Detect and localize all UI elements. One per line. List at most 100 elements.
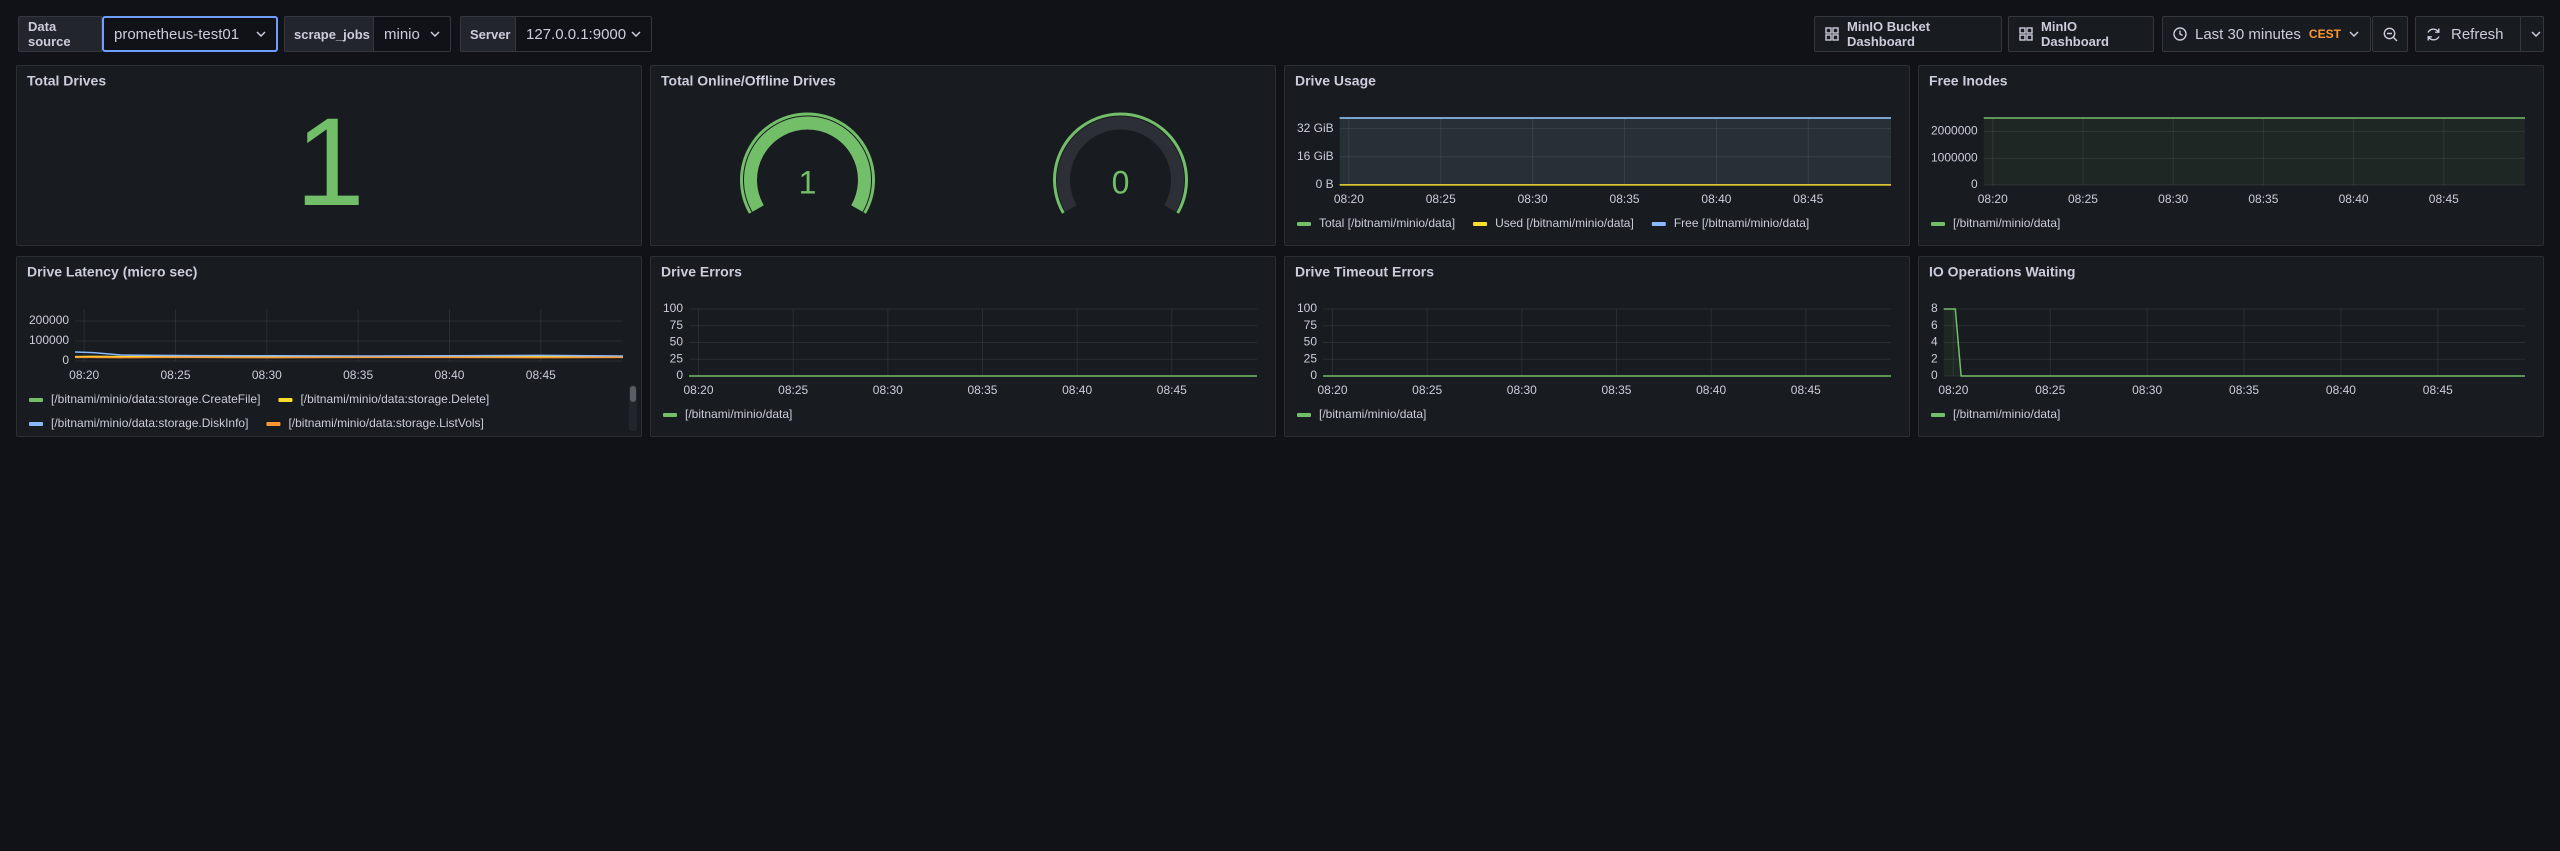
legend-swatch bbox=[1297, 413, 1311, 417]
legend-label: [/bitnami/minio/data:storage.ListVols] bbox=[288, 416, 483, 430]
x-tick-label: 08:45 bbox=[1157, 383, 1187, 397]
panel: Drive Usage Total [/bitnami/minio/data] Us… bbox=[1284, 65, 1910, 246]
y-tick-label: 75 bbox=[1304, 318, 1318, 332]
panel: Drive Timeout Errors[/bitnami/minio/data… bbox=[1284, 256, 1910, 437]
x-tick-label: 08:30 bbox=[2132, 383, 2162, 397]
y-tick-label: 2 bbox=[1931, 351, 1938, 365]
legend-label: [/bitnami/minio/data:storage.DiskInfo] bbox=[51, 416, 248, 430]
divider bbox=[2520, 16, 2521, 52]
x-tick-label: 08:40 bbox=[1062, 383, 1092, 397]
y-tick-label: 16 GiB bbox=[1297, 149, 1334, 163]
x-tick-label: 08:20 bbox=[1978, 192, 2008, 206]
panel-body: Drive Errors[/bitnami/minio/data]0255075… bbox=[651, 257, 1275, 436]
legend-label: [/bitnami/minio/data] bbox=[685, 407, 792, 421]
x-tick-label: 08:20 bbox=[1334, 192, 1364, 206]
chevron bbox=[430, 31, 440, 37]
timezone: CEST bbox=[2309, 27, 2341, 41]
dashboard-link[interactable]: MinIO Bucket Dashboard bbox=[1814, 16, 2002, 52]
panel-title: Drive Usage bbox=[1295, 73, 1376, 89]
legend-swatch bbox=[1473, 222, 1487, 226]
panel-body: Total Drives1 bbox=[17, 66, 641, 245]
variable-label: Server bbox=[460, 16, 516, 52]
legend-label: Free [/bitnami/minio/data] bbox=[1674, 216, 1809, 230]
x-tick-label: 08:35 bbox=[967, 383, 997, 397]
gauge-label: 1 bbox=[799, 164, 817, 200]
x-tick-label: 08:40 bbox=[1696, 383, 1726, 397]
x-tick-label: 08:35 bbox=[2248, 192, 2278, 206]
legend-label: [/bitnami/minio/data] bbox=[1953, 407, 2060, 421]
legend-label: [/bitnami/minio/data] bbox=[1953, 216, 2060, 230]
y-tick-label: 200000 bbox=[29, 313, 69, 327]
series-area bbox=[1984, 118, 2525, 185]
y-tick-label: 0 B bbox=[1316, 177, 1334, 191]
x-tick-label: 08:30 bbox=[2158, 192, 2188, 206]
panel-title: Drive Latency (micro sec) bbox=[27, 264, 197, 280]
legend-label: Used [/bitnami/minio/data] bbox=[1495, 216, 1634, 230]
y-tick-label: 2000000 bbox=[1931, 124, 1978, 138]
x-tick-label: 08:25 bbox=[160, 368, 190, 382]
y-tick-label: 100 bbox=[663, 301, 683, 315]
refresh[interactable]: Refresh bbox=[2415, 16, 2544, 52]
x-tick-label: 08:25 bbox=[1412, 383, 1442, 397]
x-tick-label: 08:40 bbox=[2339, 192, 2369, 206]
panel-body: Free Inodes[/bitnami/minio/data]01000000… bbox=[1919, 66, 2543, 245]
grid-icon bbox=[1825, 27, 1839, 41]
variable: Server 127.0.0.1:9000 bbox=[460, 16, 652, 52]
x-tick-label: 08:25 bbox=[2035, 383, 2065, 397]
y-tick-label: 25 bbox=[1304, 351, 1318, 365]
y-tick-label: 0 bbox=[62, 353, 69, 367]
y-tick-label: 6 bbox=[1931, 318, 1938, 332]
x-tick-label: 08:30 bbox=[873, 383, 903, 397]
x-tick-label: 08:20 bbox=[69, 368, 99, 382]
legend-swatch bbox=[1652, 222, 1666, 226]
panel-body: Drive Usage Total [/bitnami/minio/data] Us… bbox=[1285, 66, 1909, 245]
chevron bbox=[256, 31, 266, 37]
y-tick-label: 25 bbox=[670, 351, 684, 365]
y-tick-label: 4 bbox=[1931, 335, 1938, 349]
y-tick-label: 50 bbox=[670, 335, 684, 349]
x-tick-label: 08:20 bbox=[1317, 383, 1347, 397]
x-tick-label: 08:40 bbox=[2326, 383, 2356, 397]
gauge-label: 0 bbox=[1112, 164, 1130, 200]
time-picker[interactable]: Last 30 minutes CEST bbox=[2162, 16, 2371, 52]
refresh-icon bbox=[2426, 27, 2441, 42]
variable-select[interactable]: minio bbox=[374, 16, 451, 52]
x-tick-label: 08:45 bbox=[1791, 383, 1821, 397]
scroll-thumb bbox=[630, 386, 636, 402]
legend-swatch bbox=[1931, 222, 1945, 226]
panel-title: Total Online/Offline Drives bbox=[661, 73, 836, 89]
stat-value: 1 bbox=[295, 93, 365, 232]
legend-label: [/bitnami/minio/data:storage.Delete] bbox=[300, 392, 489, 406]
chevron bbox=[2531, 31, 2541, 37]
legend-label: Total [/bitnami/minio/data] bbox=[1319, 216, 1455, 230]
variable-select[interactable]: prometheus-test01 bbox=[102, 16, 278, 52]
zoom-out[interactable] bbox=[2372, 16, 2408, 52]
x-tick-label: 08:45 bbox=[526, 368, 556, 382]
legend-label: [/bitnami/minio/data:storage.CreateFile] bbox=[51, 392, 260, 406]
chevron bbox=[631, 31, 641, 37]
x-tick-label: 08:45 bbox=[2423, 383, 2453, 397]
x-tick-label: 08:25 bbox=[778, 383, 808, 397]
x-tick-label: 08:45 bbox=[1793, 192, 1823, 206]
variable-value: 127.0.0.1:9000 bbox=[526, 26, 626, 43]
variable: scrape_jobs minio bbox=[284, 16, 451, 52]
panel-title: Free Inodes bbox=[1929, 73, 2008, 89]
variable: Data source prometheus-test01 bbox=[18, 16, 278, 52]
legend-swatch bbox=[278, 398, 292, 402]
variable-select[interactable]: 127.0.0.1:9000 bbox=[516, 16, 652, 52]
time-range: Last 30 minutes bbox=[2195, 26, 2301, 43]
panel: Total Drives1 bbox=[16, 65, 642, 246]
x-tick-label: 08:20 bbox=[1938, 383, 1968, 397]
x-tick-label: 08:25 bbox=[1426, 192, 1456, 206]
y-tick-label: 100 bbox=[1297, 301, 1317, 315]
panel-body: Drive Timeout Errors[/bitnami/minio/data… bbox=[1285, 257, 1909, 436]
panel-title: IO Operations Waiting bbox=[1929, 264, 2076, 280]
variable-value: minio bbox=[384, 26, 420, 43]
dashboard-link[interactable]: MinIO Dashboard bbox=[2008, 16, 2154, 52]
grid-icon bbox=[2019, 27, 2033, 41]
link-label: MinIO Bucket Dashboard bbox=[1847, 19, 1991, 49]
panel: Drive Latency (micro sec) [/bitnami/minio… bbox=[16, 256, 642, 437]
series-area bbox=[1340, 118, 1891, 185]
variable-label: scrape_jobs bbox=[284, 16, 374, 52]
